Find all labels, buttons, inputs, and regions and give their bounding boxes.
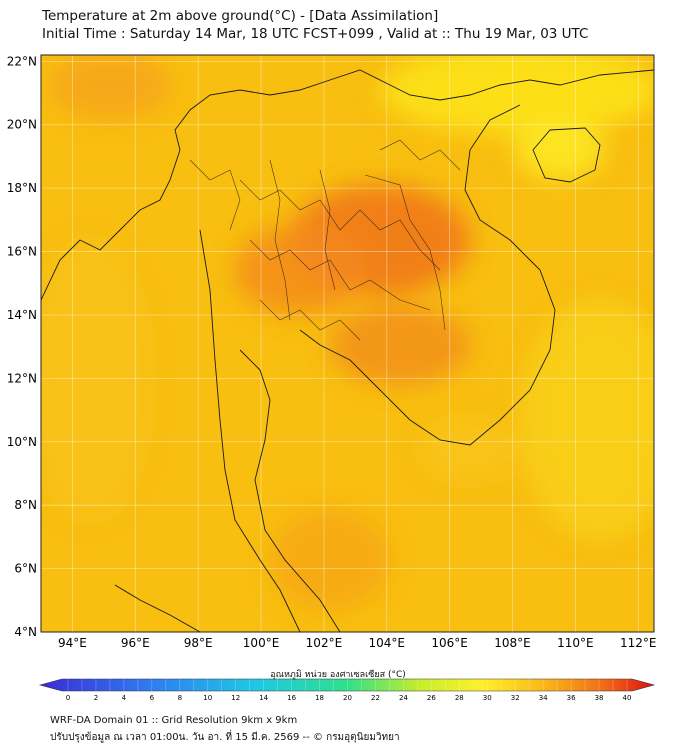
colorbar-tick-label: 30	[483, 694, 492, 702]
longitude-label: 96°E	[121, 636, 150, 650]
colorbar-tick-label: 36	[567, 694, 576, 702]
longitude-label: 100°E	[243, 636, 280, 650]
warm-area-south	[270, 510, 390, 610]
latitude-label: 6°N	[14, 562, 37, 576]
colorbar-tick-label: 24	[399, 694, 408, 702]
colorbar-tick-label: 14	[259, 694, 268, 702]
colorbar-tick-label: 0	[66, 694, 70, 702]
longitude-label: 108°E	[494, 636, 531, 650]
border-line	[249, 239, 431, 311]
footer-update-info: ปรับปรุงข้อมูล ณ เวลา 01:00น. วัน อา. ที…	[50, 732, 400, 743]
colorbar-tick-label: 28	[455, 694, 464, 702]
longitude-label: 94°E	[58, 636, 87, 650]
footer-model-info: WRF-DA Domain 01 :: Grid Resolution 9km …	[50, 715, 298, 726]
colorbar-label: อุณหภูมิ หน่วย องศาเซลเซียส (°C)	[270, 670, 406, 680]
latitude-label: 22°N	[7, 54, 37, 68]
longitude-label: 104°E	[369, 636, 406, 650]
colorbar-ticks: 0 2 4 6 8 10 12 14 16 18 20 22 24 26 28 30 32 34 36 38 40	[66, 679, 632, 702]
cool-area-north	[380, 55, 654, 135]
cool-area-sea-east	[520, 300, 654, 540]
latitude-label: 20°N	[7, 118, 37, 132]
border-line	[189, 159, 241, 231]
longitude-label: 106°E	[431, 636, 468, 650]
longitude-label: 98°E	[184, 636, 213, 650]
coastline-sumatra	[114, 584, 201, 632]
cool-area-gulf	[420, 420, 520, 480]
latitude-label: 14°N	[7, 308, 37, 322]
map-title: Temperature at 2m above ground(°C) - [Da…	[42, 8, 439, 24]
colorbar-tick-label: 32	[511, 694, 520, 702]
temperature-field	[41, 55, 654, 632]
latitude-label: 16°N	[7, 245, 37, 259]
cool-area-hainan	[515, 120, 605, 180]
border-line	[259, 299, 361, 341]
colorbar-tick-label: 18	[315, 694, 324, 702]
map-frame	[40, 54, 655, 633]
warm-area-central	[235, 225, 365, 315]
colorbar-tick-label: 6	[150, 694, 155, 702]
warm-area-cambodia	[330, 305, 470, 385]
coastline-peninsula-east	[239, 349, 341, 632]
border-line	[379, 139, 461, 171]
map-subtitle: Initial Time : Saturday 14 Mar, 18 UTC F…	[42, 26, 589, 42]
border-line	[319, 169, 336, 291]
longitude-labels: 94°E 96°E 98°E 100°E 102°E 104°E 106°E 108°E 110…	[58, 636, 657, 650]
colorbar-tick-label: 20	[343, 694, 352, 702]
border-line	[239, 179, 441, 271]
coastline-hainan	[532, 127, 601, 183]
longitude-label: 110°E	[557, 636, 594, 650]
latitude-label: 10°N	[7, 435, 37, 449]
latitude-label: 4°N	[14, 625, 37, 639]
warm-area-northwest	[50, 55, 170, 120]
colorbar-tick-label: 12	[231, 694, 240, 702]
border-line-mekong	[364, 174, 446, 331]
coastline-north	[41, 69, 654, 301]
colorbar-tick-label: 22	[371, 694, 380, 702]
latitude-label: 12°N	[7, 371, 37, 385]
colorbar-tick-label: 26	[427, 694, 436, 702]
longitude-label: 112°E	[620, 636, 657, 650]
coastlines	[41, 69, 654, 632]
latitude-label: 8°N	[14, 498, 37, 512]
colorbar-tick-label: 4	[122, 694, 127, 702]
latitude-label: 18°N	[7, 181, 37, 195]
longitude-label: 102°E	[306, 636, 343, 650]
colorbar-tick-label: 2	[94, 694, 98, 702]
province-borders	[189, 139, 461, 341]
colorbar-tick-label: 8	[178, 694, 182, 702]
colorbar: 0 2 4 6 8 10 12 14 16 18 20 22 24 26 28 30 32 34 36 38 40	[38, 678, 656, 702]
gridlines	[41, 55, 654, 632]
coastline-peninsula-west	[199, 229, 301, 632]
border-line	[269, 159, 291, 321]
latitude-labels: 4°N 6°N 8°N 10°N 12°N 14°N 16°N 18°N 20°N 22°N	[7, 54, 37, 639]
colorbar-tick-label: 10	[203, 694, 212, 702]
coastline-indochina-east	[299, 104, 556, 446]
colorbar-gradient	[38, 678, 656, 692]
colorbar-tick-label: 16	[287, 694, 296, 702]
cool-area-sea-west	[41, 240, 150, 520]
colorbar-tick-label: 40	[623, 694, 632, 702]
colorbar-tick-label: 34	[539, 694, 548, 702]
colorbar-tick-label: 38	[595, 694, 604, 702]
